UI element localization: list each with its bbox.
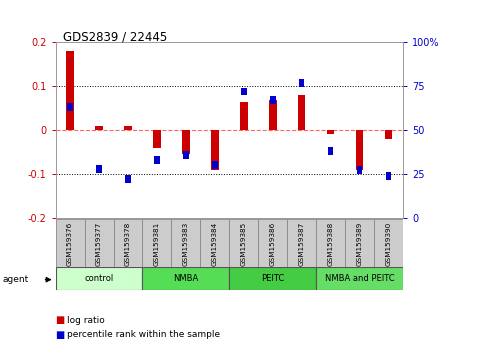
Text: agent: agent [2, 275, 28, 284]
Text: ■: ■ [56, 330, 65, 339]
Text: GDS2839 / 22445: GDS2839 / 22445 [63, 30, 167, 43]
Text: ■: ■ [56, 315, 65, 325]
Text: GSM159384: GSM159384 [212, 221, 218, 266]
Text: GSM159383: GSM159383 [183, 221, 189, 266]
Text: GSM159377: GSM159377 [96, 221, 102, 266]
Bar [374, 219, 403, 267]
Bar [85, 219, 114, 267]
Bar [270, 96, 275, 104]
Bar [229, 219, 258, 267]
Bar [213, 161, 217, 169]
Bar [126, 175, 130, 183]
Bar [114, 219, 142, 267]
Bar [200, 219, 229, 267]
Bar [270, 100, 277, 130]
Bar [184, 151, 188, 159]
Text: PEITC: PEITC [261, 274, 284, 283]
Text: GSM159385: GSM159385 [241, 221, 247, 266]
Bar [142, 267, 229, 290]
Bar [299, 79, 304, 87]
Bar [229, 267, 316, 290]
Bar [242, 87, 246, 96]
Bar [96, 126, 103, 130]
Text: GSM159378: GSM159378 [125, 221, 131, 266]
Bar [241, 102, 248, 130]
Bar [328, 147, 333, 155]
Text: GSM159388: GSM159388 [328, 221, 334, 266]
Bar [327, 130, 335, 135]
Bar [56, 219, 85, 267]
Text: percentile rank within the sample: percentile rank within the sample [67, 330, 220, 339]
Bar [212, 130, 219, 170]
Bar [386, 172, 391, 179]
Text: GSM159386: GSM159386 [270, 221, 276, 266]
Text: GSM159389: GSM159389 [357, 221, 363, 266]
Bar [68, 103, 72, 111]
Bar [298, 95, 306, 130]
Bar [154, 130, 161, 148]
Bar [345, 219, 374, 267]
Bar [56, 267, 142, 290]
Bar [258, 219, 287, 267]
Bar [316, 267, 403, 290]
Bar [142, 219, 171, 267]
Text: GSM159387: GSM159387 [299, 221, 305, 266]
Bar [67, 51, 73, 130]
Bar [125, 126, 131, 130]
Bar [385, 130, 393, 139]
Text: GSM159376: GSM159376 [67, 221, 73, 266]
Text: NMBA and PEITC: NMBA and PEITC [325, 274, 395, 283]
Text: control: control [85, 274, 114, 283]
Text: NMBA: NMBA [173, 274, 199, 283]
Bar [183, 130, 190, 154]
Text: log ratio: log ratio [67, 316, 104, 325]
Bar [316, 219, 345, 267]
Text: GSM159390: GSM159390 [386, 221, 392, 266]
Text: GSM159381: GSM159381 [154, 221, 160, 266]
Bar [171, 219, 200, 267]
Bar [357, 166, 362, 174]
Bar [97, 165, 101, 173]
Bar [287, 219, 316, 267]
Bar [356, 130, 364, 170]
Bar [155, 156, 159, 164]
